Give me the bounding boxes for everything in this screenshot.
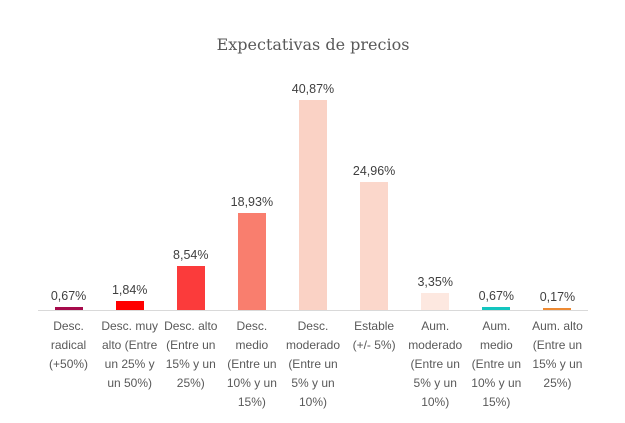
category-label-line: 10% y un (471, 376, 522, 390)
category-label-line: medio (235, 338, 269, 352)
category-label-line: 10% y un (226, 376, 277, 390)
category-label-line: 10%) (298, 395, 327, 409)
bar-value-label: 18,93% (230, 195, 274, 209)
bar-value-label: 40,87% (291, 82, 335, 96)
category-label: Aum. medio (Entre un 10% y un 15%) (466, 317, 527, 412)
category-label-line: (+50%) (49, 357, 89, 371)
bar-column: 0,67% (466, 0, 527, 310)
bar-column: 18,93% (221, 0, 282, 310)
category-label: Desc. muy alto (Entre un 25% y un 50%) (99, 317, 160, 412)
category-label-line: 15% y un (532, 357, 583, 371)
bar-value-label: 0,67% (478, 289, 515, 303)
bar (176, 266, 205, 310)
category-label: Desc. medio (Entre un 10% y un 15%) (221, 317, 282, 412)
bar (298, 100, 327, 310)
category-label: Aum. moderado (Entre un 5% y un 10%) (405, 317, 466, 412)
category-label-line: (Entre un (471, 357, 521, 371)
bar-column: 0,17% (527, 0, 588, 310)
bar (543, 308, 572, 310)
category-label-line: 5% y un (291, 376, 335, 390)
category-label-line: Aum. (421, 319, 450, 333)
bar-value-label: 0,67% (50, 289, 87, 303)
bar (360, 182, 389, 310)
category-label: Aum. alto (Entre un 15% y un 25%) (527, 317, 588, 412)
category-axis: Desc. radical (+50%) Desc. muy alto (Entre un… (38, 317, 588, 412)
category-label-line: (Entre un (410, 357, 460, 371)
bar (421, 293, 450, 310)
category-label-line: Desc. (53, 319, 84, 333)
bar-column: 1,84% (99, 0, 160, 310)
category-label-line: (+/- 5%) (352, 338, 396, 352)
bar-column: 0,67% (38, 0, 99, 310)
bar-column: 40,87% (282, 0, 343, 310)
category-label-line: Desc. alto (164, 319, 218, 333)
category-label-line: 15%) (237, 395, 266, 409)
category-label-line: Desc. (236, 319, 268, 333)
category-label-line: (Entre un (166, 338, 216, 352)
category-label-line: un 25% y (104, 357, 155, 371)
bar (482, 307, 511, 310)
category-label: Desc. moderado (Entre un 5% y un 10%) (282, 317, 343, 412)
bar-value-label: 8,54% (173, 248, 209, 262)
plot-area: 0,67% 1,84% 8,54% 18,93% 40,87% 24,96% 3,35% 0,… (38, 0, 588, 311)
category-label-line: Aum. (482, 319, 511, 333)
category-label-line: Estable (354, 319, 395, 333)
bar (115, 301, 144, 310)
bar-value-label: 24,96% (352, 164, 396, 178)
bar-column: 8,54% (160, 0, 221, 310)
category-label-line: moderado (285, 338, 341, 352)
category-label: Desc. radical (+50%) (38, 317, 99, 412)
category-label-line: un 50%) (107, 376, 153, 390)
category-label-line: 25%) (543, 376, 572, 390)
category-label-line: (Entre un (227, 357, 277, 371)
category-label-line: alto (Entre (101, 338, 158, 352)
category-label-line: medio (479, 338, 513, 352)
bar-column: 24,96% (344, 0, 405, 310)
bar (237, 213, 266, 310)
bar (54, 307, 83, 310)
category-label-line: Desc. (297, 319, 329, 333)
category-label-line: Aum. alto (532, 319, 583, 333)
bar-value-label: 3,35% (417, 275, 453, 289)
category-label-line: moderado (408, 338, 463, 352)
category-label-line: (Entre un (288, 357, 338, 371)
bar-value-label: 1,84% (111, 283, 148, 297)
category-label-line: 15% y un (165, 357, 216, 371)
category-label: Desc. alto (Entre un 15% y un 25%) (160, 317, 221, 412)
category-label-line: Desc. muy (101, 319, 158, 333)
category-label-line: (Entre un (532, 338, 583, 352)
category-label-line: 25%) (176, 376, 205, 390)
category-label-line: 10%) (421, 395, 450, 409)
bar-column: 3,35% (405, 0, 466, 310)
category-label-line: radical (50, 338, 87, 352)
category-label: Estable (+/- 5%) (344, 317, 405, 412)
category-label-line: 5% y un (413, 376, 457, 390)
bar-value-label: 0,17% (539, 290, 576, 304)
chart-title: Expectativas de precios (216, 35, 410, 54)
category-label-line: 15%) (482, 395, 511, 409)
